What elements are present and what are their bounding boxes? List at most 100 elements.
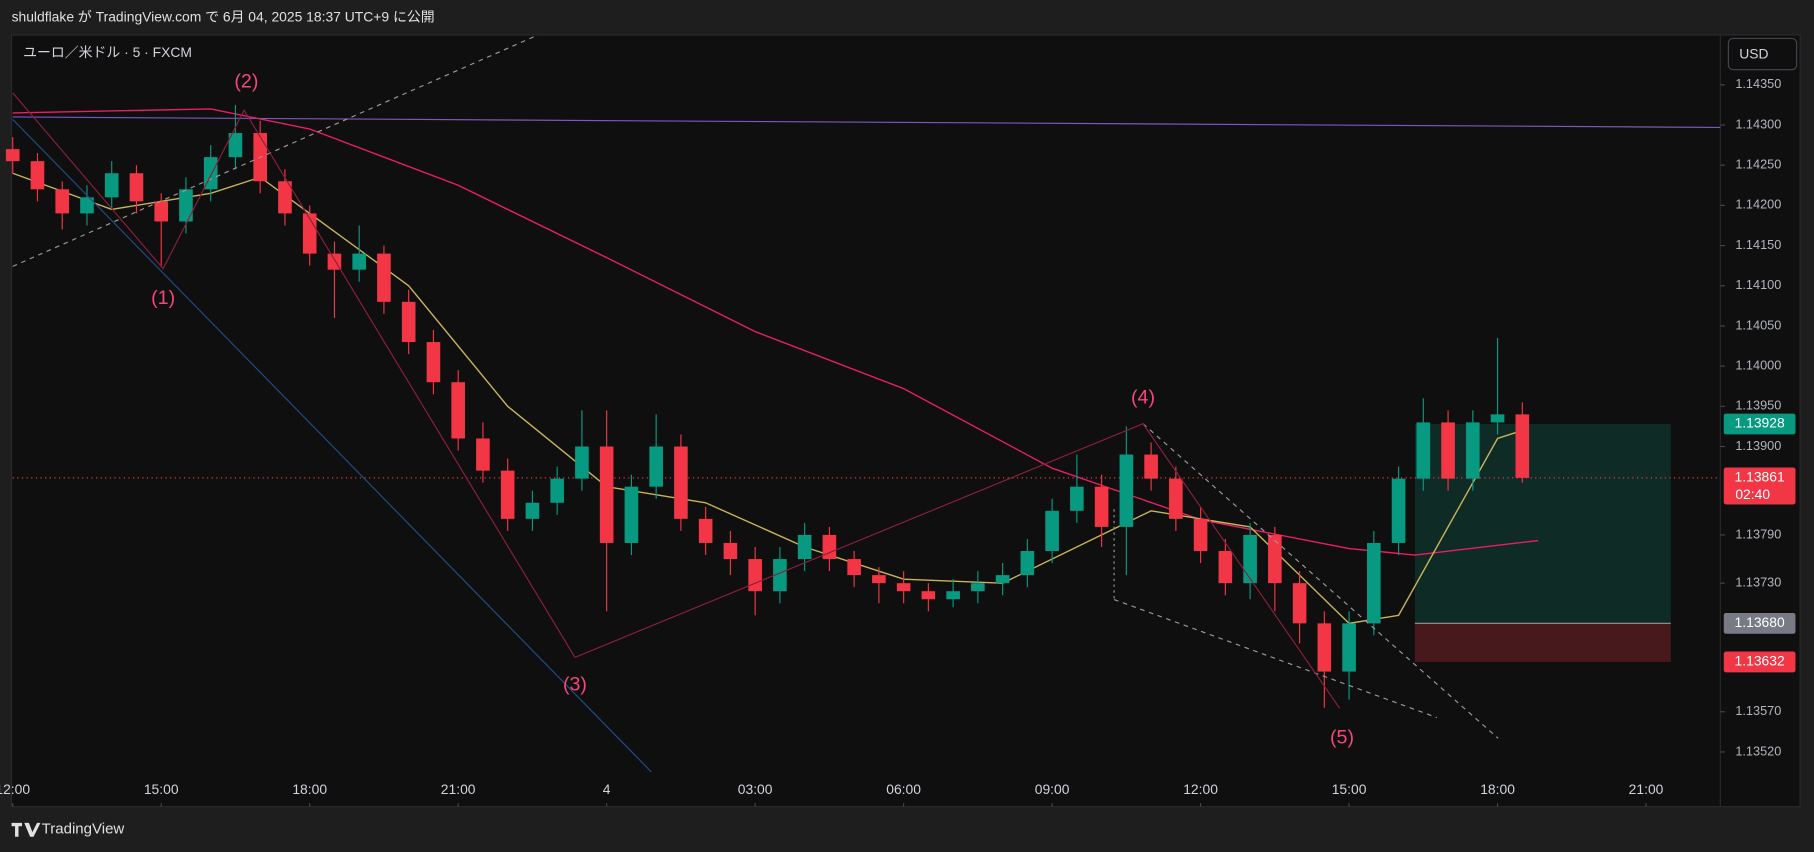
candle-body: [377, 253, 391, 302]
x-tick-label: 21:00: [441, 781, 476, 797]
brand-logo: TradingView: [11, 821, 125, 838]
y-tick-label: 1.14200: [1735, 197, 1781, 212]
candle-body: [575, 446, 589, 479]
y-tick-label: 1.13950: [1735, 398, 1781, 413]
candle-body: [896, 583, 911, 592]
price-label: 1.13632: [1735, 653, 1785, 669]
candle-body: [550, 478, 564, 503]
price-label: 1.13928: [1735, 415, 1785, 431]
countdown: 02:40: [1735, 486, 1770, 502]
candle-body: [1193, 518, 1208, 552]
wave-labels: (1) (2) (3) (4) (5): [151, 71, 1354, 749]
x-tick-label: 12:00: [1183, 781, 1218, 797]
candle-body: [30, 161, 45, 190]
candle-body: [1070, 486, 1084, 511]
candle-body: [921, 591, 936, 600]
price-label-box: [1723, 413, 1796, 435]
x-tick-label: 21:00: [1629, 781, 1664, 797]
y-tick-label: 1.14300: [1735, 116, 1781, 131]
x-tick-label: 4: [603, 781, 611, 797]
candle-body: [822, 534, 837, 560]
x-tick-label: 15:00: [144, 781, 179, 797]
candle-body: [946, 591, 960, 600]
y-tick-label: 1.14150: [1735, 237, 1781, 252]
candle-body: [1466, 422, 1480, 479]
symbol: ユーロ／米ドル · 5 · FXCM: [23, 44, 192, 60]
price-label: 1.13680: [1735, 614, 1785, 630]
candle-body: [55, 189, 70, 214]
candle-body: [476, 438, 490, 471]
price-label-box: [1723, 467, 1796, 505]
header: shuldflake が TradingView.com で 6月 04, 20…: [12, 8, 435, 24]
candle-body: [1367, 542, 1381, 624]
candle-body: [1342, 623, 1356, 672]
moving-average: [12, 108, 1539, 556]
price-label-box: [1723, 651, 1796, 673]
candle-body: [278, 181, 292, 214]
x-tick-label: 18:00: [1480, 781, 1515, 797]
candle-body: [674, 446, 688, 519]
y-tick-label: 1.13900: [1735, 438, 1781, 453]
loss-zone: [1414, 623, 1671, 662]
candle-body: [1045, 510, 1059, 552]
candle-body: [129, 173, 144, 202]
wave-line: [12, 92, 1341, 709]
candle-body: [179, 189, 193, 222]
candle-body: [1515, 414, 1530, 478]
currency[interactable]: USD: [1739, 45, 1768, 61]
x-tick-label: 12:00: [0, 781, 30, 797]
candle-body: [80, 197, 94, 214]
candle-body: [1119, 454, 1134, 527]
candle-body: [773, 559, 787, 592]
x-tick-label: 03:00: [738, 781, 773, 797]
candle-body: [797, 534, 812, 560]
candle-body: [426, 342, 441, 383]
candle-body: [1268, 534, 1282, 584]
candle-body: [401, 301, 416, 343]
candle-body: [723, 542, 738, 560]
brand: TradingView: [42, 821, 125, 838]
drawings: [12, 34, 1499, 773]
candle-body: [228, 133, 243, 158]
candle-body: [154, 201, 169, 222]
candle-body: [624, 486, 639, 543]
y-tick-label: 1.14050: [1735, 317, 1781, 332]
plot: [5, 104, 1721, 708]
wave-label: (3): [563, 673, 587, 695]
candle-body: [971, 583, 985, 592]
wave-label: (2): [234, 71, 258, 93]
candle-body: [872, 575, 886, 584]
candle-body: [748, 559, 762, 592]
wave-label: (1): [151, 287, 175, 309]
candle-body: [1292, 583, 1307, 624]
candle-body: [995, 575, 1010, 584]
candle-body: [500, 470, 515, 519]
candle-body: [599, 446, 614, 543]
x-tick-label: 09:00: [1035, 781, 1070, 797]
candle-body: [5, 149, 20, 162]
candle-body: [1020, 551, 1035, 576]
dashed-line: [1113, 598, 1438, 719]
candle-body: [1490, 414, 1505, 423]
dashed-line: [12, 34, 539, 267]
y-tick-label: 1.13520: [1735, 743, 1781, 758]
wave-label: (5): [1330, 727, 1354, 749]
candle-body: [1317, 623, 1332, 672]
candle-body: [1416, 422, 1431, 479]
currency-button[interactable]: [1727, 37, 1798, 71]
candle-body: [1094, 486, 1109, 527]
trend-line: [12, 119, 652, 773]
x-tick-label: 15:00: [1332, 781, 1367, 797]
candle-body: [1243, 534, 1257, 584]
candle-body: [847, 559, 861, 576]
x-tick-label: 06:00: [886, 781, 921, 797]
candle-body: [1391, 478, 1406, 543]
candle-body: [1441, 422, 1455, 479]
price-label: 1.13861: [1735, 469, 1785, 485]
chart-panel: [10, 34, 1801, 808]
candle-body: [1144, 454, 1158, 479]
y-tick-label: 1.13730: [1735, 575, 1781, 590]
y-tick-label: 1.13790: [1735, 526, 1781, 541]
candle-body: [451, 382, 465, 439]
